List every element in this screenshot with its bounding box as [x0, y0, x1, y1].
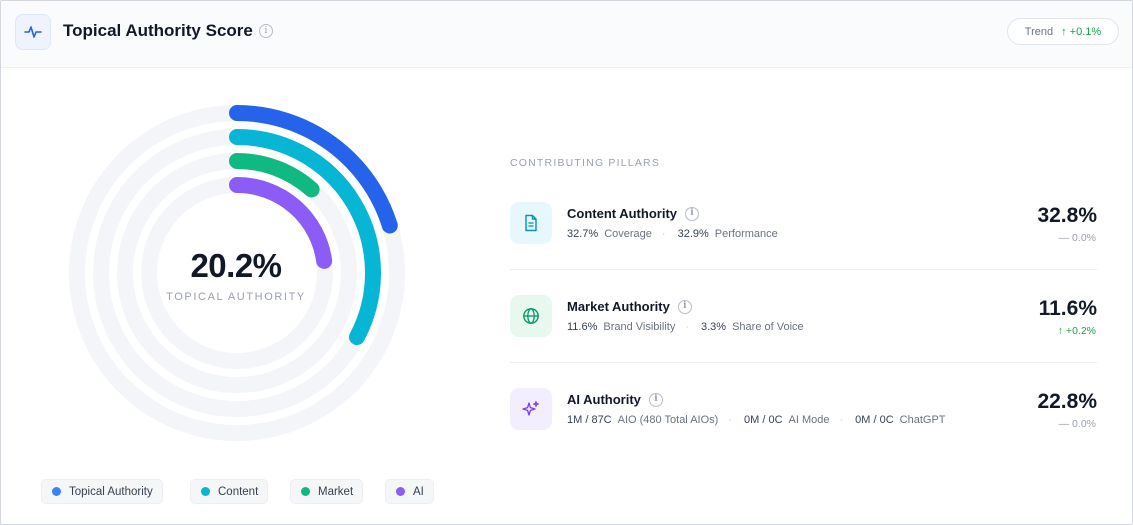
pillar-title: AI Authority: [567, 392, 641, 407]
pillar-value: 11.6%: [1038, 297, 1097, 320]
ring-arc-market: [229, 153, 320, 198]
gauge-center: 20.2% TOPICAL AUTHORITY: [136, 247, 336, 303]
card-title: Topical Authority Score: [63, 21, 253, 40]
pillar-title: Content Authority: [567, 206, 677, 221]
pillar-stats: 32.7% Coverage · 32.9% Performance: [567, 228, 778, 240]
stat-label: AIO (480 Total AIOs): [617, 414, 719, 426]
legend-label: Content: [218, 485, 259, 498]
stat-value: 32.7%: [567, 228, 599, 240]
pillars-heading: CONTRIBUTING PILLARS: [510, 157, 661, 169]
legend-label: Topical Authority: [69, 485, 153, 498]
ring-arc-ai: [229, 177, 333, 269]
pillar-change: — 0.0%: [1058, 232, 1096, 244]
gauge-label: TOPICAL AUTHORITY: [166, 291, 306, 303]
globe-icon: [510, 295, 552, 337]
pillar-market-authority[interactable]: Market Authority i 11.6% Brand Visibilit…: [510, 295, 1097, 365]
stat-label: Performance: [714, 228, 778, 240]
stat-value: 32.9%: [677, 228, 709, 240]
info-icon[interactable]: i: [677, 299, 692, 314]
separator: ·: [685, 321, 689, 333]
activity-icon: [15, 14, 51, 50]
pillar-name: AI Authority i: [567, 392, 663, 407]
separator: ·: [728, 414, 732, 426]
pillar-content-authority[interactable]: Content Authority i 32.7% Coverage · 32.…: [510, 202, 1097, 272]
pillar-change: — 0.0%: [1058, 418, 1096, 430]
ring-arc-topical-authority: [229, 105, 398, 234]
info-icon[interactable]: i: [259, 24, 273, 38]
card-header: Topical Authority Score i Trend ↑ +0.1%: [1, 1, 1132, 68]
divider: [510, 362, 1097, 363]
divider: [510, 269, 1097, 270]
stat-value: 0M / 0C: [855, 414, 894, 426]
pillar-value: 32.8%: [1037, 204, 1097, 227]
stat-label: Brand Visibility: [603, 321, 676, 333]
legend-label: Market: [318, 485, 354, 498]
stat-value: 11.6%: [567, 321, 598, 333]
separator: ·: [661, 228, 666, 240]
legend-item-ai[interactable]: AI: [385, 479, 434, 504]
legend-item-market[interactable]: Market: [290, 479, 364, 504]
legend-label: AI: [413, 485, 424, 498]
pillar-stats: 1M / 87C AIO (480 Total AIOs) · 0M / 0C …: [567, 414, 946, 426]
radial-gauge: [69, 105, 405, 441]
pillar-ai-authority[interactable]: AI Authority i 1M / 87C AIO (480 Total A…: [510, 388, 1097, 458]
pillar-name: Market Authority i: [567, 299, 692, 314]
info-icon[interactable]: i: [648, 392, 663, 407]
stat-label: Coverage: [604, 228, 652, 240]
pillar-name: Content Authority i: [567, 206, 699, 221]
trend-label: Trend: [1024, 25, 1054, 38]
separator: ·: [839, 414, 844, 426]
info-icon[interactable]: i: [685, 206, 699, 221]
stat-label: AI Mode: [788, 414, 830, 426]
pillar-value: 22.8%: [1037, 390, 1097, 413]
legend-item-topical-authority[interactable]: Topical Authority: [41, 479, 163, 504]
document-icon: [510, 202, 552, 244]
legend-dot: [396, 487, 405, 496]
sparkles-icon: [510, 388, 552, 430]
legend-dot: [52, 487, 61, 496]
trend-value: ↑ +0.1%: [1061, 25, 1102, 38]
pillar-stats: 11.6% Brand Visibility · 3.3% Share of V…: [567, 321, 804, 333]
pillar-change: ↑ +0.2%: [1057, 325, 1096, 337]
stat-value: 0M / 0C: [744, 414, 783, 426]
legend-dot: [301, 487, 310, 496]
ring-arc-content: [229, 129, 381, 346]
stat-value: 1M / 87C: [567, 414, 612, 426]
legend-dot: [201, 487, 210, 496]
pillar-title: Market Authority: [567, 299, 670, 314]
stat-label: Share of Voice: [732, 321, 804, 333]
gauge-value: 20.2%: [190, 247, 282, 284]
stat-value: 3.3%: [701, 321, 727, 333]
stat-label: ChatGPT: [899, 414, 946, 426]
trend-badge: Trend ↑ +0.1%: [1007, 18, 1119, 45]
legend-item-content[interactable]: Content: [190, 479, 269, 504]
